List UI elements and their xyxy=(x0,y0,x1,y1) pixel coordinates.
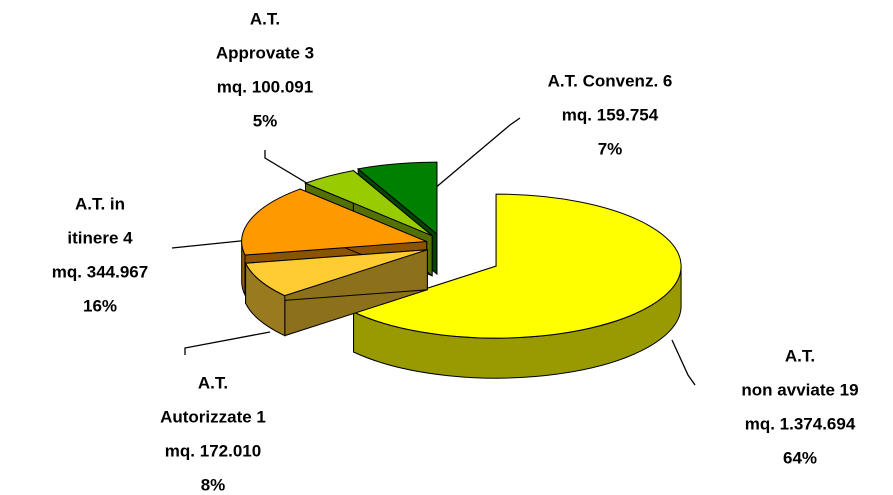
slice xyxy=(241,188,427,256)
slice-label: A.T. xyxy=(250,9,280,28)
slice xyxy=(357,161,438,236)
value-label: 5% xyxy=(253,111,278,130)
value-label: 7% xyxy=(598,139,623,158)
slice-label: A.T. xyxy=(785,346,815,365)
area-label: mq. 172.010 xyxy=(165,441,261,460)
slice-label: Autorizzate 1 xyxy=(160,407,266,426)
slice-label: itinere 4 xyxy=(67,228,133,247)
leader-line xyxy=(171,239,251,249)
area-label: mq. 344.967 xyxy=(52,262,148,281)
value-label: 8% xyxy=(201,475,226,494)
leader-line xyxy=(184,331,271,355)
slice-label: Approvate 3 xyxy=(216,43,314,62)
slice xyxy=(244,249,428,297)
value-label: 16% xyxy=(83,296,117,315)
slice-label: non avviate 19 xyxy=(741,380,858,399)
slice-label: A.T. xyxy=(198,373,228,392)
area-label: mq. 1.374.694 xyxy=(745,414,856,433)
slice xyxy=(352,193,682,339)
leader-line xyxy=(671,339,696,386)
slice xyxy=(304,170,433,237)
slice-label: A.T. Convenz. 6 xyxy=(548,71,673,90)
area-label: mq. 159.754 xyxy=(562,105,659,124)
value-label: 64% xyxy=(783,448,817,467)
leader-line xyxy=(414,117,521,206)
slice-label: A.T. in xyxy=(75,194,125,213)
area-label: mq. 100.091 xyxy=(217,77,313,96)
